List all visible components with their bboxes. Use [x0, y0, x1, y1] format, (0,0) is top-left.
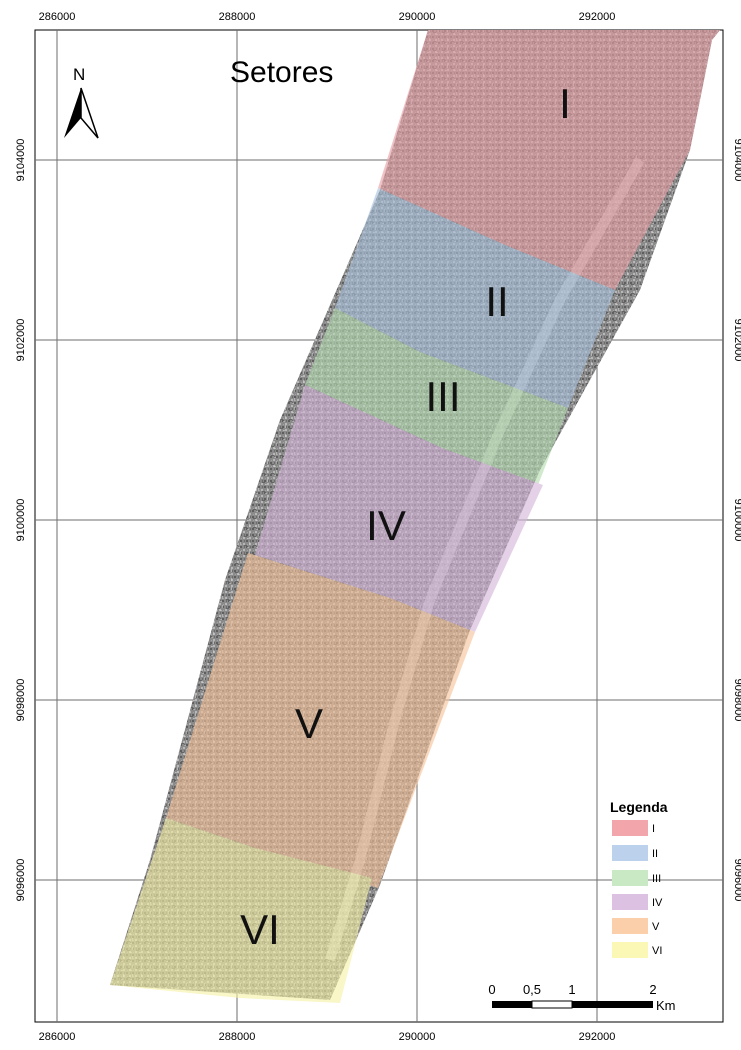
sector-label-IV: IV: [366, 502, 406, 549]
scale-tick-0: 0: [488, 982, 495, 997]
north-arrow-icon: N: [64, 65, 99, 139]
tick-x-top-288000: 288000: [219, 11, 256, 23]
tick-y-right-9098000: 9098000: [732, 679, 741, 722]
tick-x-top-286000: 286000: [39, 11, 76, 23]
tick-y-right-9096000: 9096000: [732, 859, 741, 902]
tick-y-left-9104000: 9104000: [15, 139, 27, 182]
tick-y-left-9096000: 9096000: [15, 859, 27, 902]
sector-label-II: II: [485, 278, 508, 325]
scale-tick-2: 2: [649, 982, 656, 997]
legend-swatch-VI: [612, 942, 648, 958]
legend-label-III: III: [652, 873, 661, 885]
tick-x-bottom-290000: 290000: [399, 1031, 436, 1043]
tick-y-right-9102000: 9102000: [732, 319, 741, 362]
x-axis-bottom: 286000 288000 290000 292000: [39, 1031, 616, 1043]
sector-label-V: V: [295, 700, 323, 747]
scale-segment-2: [531, 1000, 573, 1009]
tick-y-right-9100000: 9100000: [732, 499, 741, 542]
legend-swatch-V: [612, 918, 648, 934]
legend-label-II: II: [652, 848, 658, 860]
legend-swatch-IV: [612, 894, 648, 910]
legend-title: Legenda: [610, 799, 668, 815]
tick-y-left-9102000: 9102000: [15, 319, 27, 362]
scale-segment-1: [492, 1001, 532, 1008]
sector-IV: [255, 385, 543, 632]
scale-tick-0-5: 0,5: [523, 982, 541, 997]
sector-I: [378, 30, 720, 290]
legend-label-IV: IV: [652, 897, 663, 909]
tick-y-left-9100000: 9100000: [15, 499, 27, 542]
legend: Legenda I II III IV V VI: [610, 799, 668, 958]
sector-labels: I II III IV V VI: [240, 80, 571, 953]
legend-label-I: I: [652, 823, 655, 835]
tick-x-bottom-288000: 288000: [219, 1031, 256, 1043]
sector-VI: [110, 818, 372, 1003]
north-label: N: [73, 65, 85, 84]
y-axis-left: 9104000 9102000 9100000 9098000 9096000: [15, 139, 27, 902]
scale-segment-3: [572, 1001, 653, 1008]
tick-x-bottom-292000: 292000: [579, 1031, 616, 1043]
tick-y-left-9098000: 9098000: [15, 679, 27, 722]
y-axis-right: 9104000 9102000 9100000 9098000 9096000: [732, 139, 741, 902]
sector-V: [166, 553, 475, 888]
tick-x-top-292000: 292000: [579, 11, 616, 23]
legend-label-VI: VI: [652, 945, 662, 957]
sector-II: [335, 188, 615, 408]
tick-x-bottom-286000: 286000: [39, 1031, 76, 1043]
scale-tick-1: 1: [568, 982, 575, 997]
tick-x-top-290000: 290000: [399, 11, 436, 23]
scale-bar: 0 0,5 1 2 Km: [488, 982, 675, 1013]
scale-unit: Km: [656, 998, 676, 1013]
sector-label-III: III: [425, 373, 460, 420]
legend-swatch-III: [612, 870, 648, 886]
sector-III: [305, 308, 568, 485]
map-title: Setores: [230, 56, 333, 89]
sector-label-VI: VI: [240, 906, 280, 953]
legend-swatch-I: [612, 820, 648, 836]
sector-overlays: [110, 30, 720, 1003]
tick-y-right-9104000: 9104000: [732, 139, 741, 182]
legend-label-V: V: [652, 921, 660, 933]
x-axis-top: 286000 288000 290000 292000: [39, 11, 616, 23]
legend-swatch-II: [612, 845, 648, 861]
sector-label-I: I: [559, 80, 571, 127]
